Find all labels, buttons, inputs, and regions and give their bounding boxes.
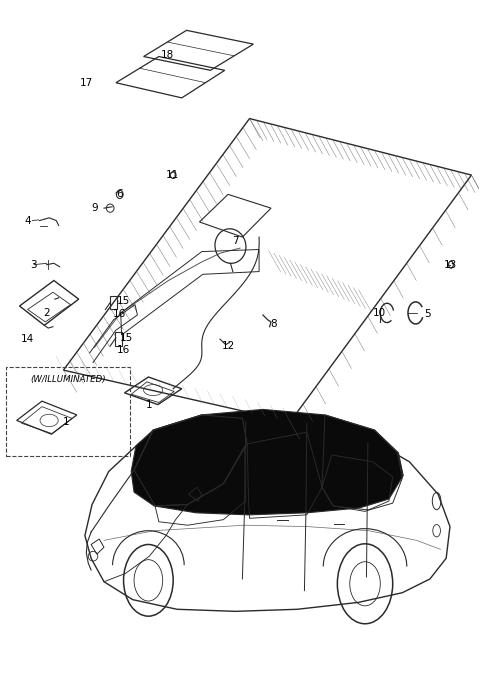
Text: 1: 1 [146,399,153,410]
Text: 15: 15 [120,333,133,343]
Bar [110,295,117,309]
Text: 7: 7 [232,235,239,246]
Text: 3: 3 [31,260,37,270]
Text: 14: 14 [21,334,34,344]
Text: 11: 11 [166,170,179,180]
Text: 4: 4 [24,216,31,226]
Text: 12: 12 [221,341,235,351]
Text: 17: 17 [80,78,93,88]
Text: 16: 16 [113,309,126,318]
Text: 18: 18 [161,50,174,60]
Text: 8: 8 [270,319,276,329]
Text: 15: 15 [117,296,130,306]
Text: 5: 5 [424,309,431,318]
Text: 1: 1 [62,417,69,427]
Polygon shape [131,410,403,515]
Text: 16: 16 [117,345,130,355]
Text: (W/ILLUMINATED): (W/ILLUMINATED) [30,375,106,384]
Text: 9: 9 [91,203,98,213]
Text: 13: 13 [444,260,456,270]
Text: 10: 10 [373,308,386,318]
Bar [115,332,121,346]
Text: 6: 6 [117,190,123,199]
Text: 2: 2 [43,308,50,318]
